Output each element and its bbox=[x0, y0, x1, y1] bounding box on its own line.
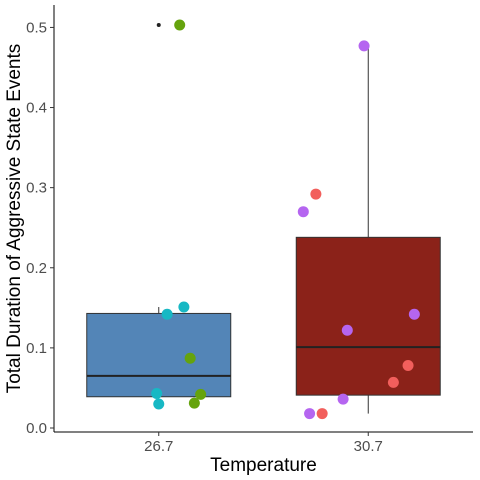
data-point bbox=[188, 397, 200, 409]
y-tick-label: 0.2 bbox=[26, 260, 47, 277]
data-point bbox=[408, 308, 420, 320]
data-point bbox=[161, 308, 173, 320]
data-point bbox=[402, 360, 414, 372]
data-point bbox=[387, 376, 399, 388]
data-point bbox=[297, 206, 309, 218]
x-axis-title: Temperature bbox=[210, 455, 317, 476]
y-tick-label: 0.5 bbox=[26, 19, 47, 36]
data-point bbox=[358, 40, 370, 52]
data-point bbox=[195, 388, 207, 400]
data-point bbox=[310, 188, 322, 200]
y-axis-title: Total Duration of Aggressive State Event… bbox=[4, 44, 25, 394]
y-tick-label: 0.0 bbox=[26, 420, 47, 437]
outlier-point bbox=[156, 23, 161, 28]
iqr-box bbox=[86, 312, 232, 398]
data-point bbox=[337, 393, 349, 405]
x-tick-label: 30.7 bbox=[354, 438, 383, 455]
data-point bbox=[341, 324, 353, 336]
boxes-layer bbox=[86, 23, 441, 414]
data-point bbox=[304, 408, 316, 420]
y-tick-label: 0.4 bbox=[26, 100, 47, 117]
points-layer bbox=[151, 19, 420, 420]
y-tick-label: 0.3 bbox=[26, 180, 47, 197]
data-point bbox=[174, 19, 186, 31]
y-tick-label: 0.1 bbox=[26, 340, 47, 357]
data-point bbox=[178, 301, 190, 313]
data-point bbox=[153, 398, 165, 410]
data-point bbox=[316, 408, 328, 420]
x-tick-label: 26.7 bbox=[144, 438, 173, 455]
box-26.7 bbox=[86, 23, 232, 398]
box-30.7 bbox=[295, 45, 441, 414]
ticks-layer: 0.0 0.1 0.2 0.3 0.4 0.5 26.7 30.7 bbox=[26, 19, 383, 455]
data-point bbox=[151, 388, 163, 400]
data-point bbox=[184, 352, 196, 364]
axes-layer bbox=[53, 5, 473, 433]
